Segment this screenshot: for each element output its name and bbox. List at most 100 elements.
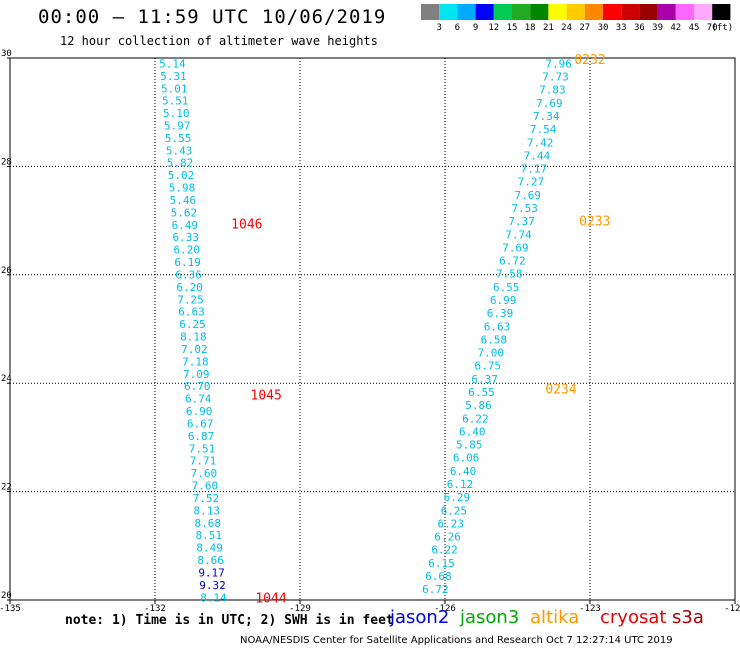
swh-value: 6.39 <box>487 307 514 320</box>
color-scale-label: 9 <box>472 23 479 33</box>
swh-value: 6.29 <box>444 491 471 504</box>
color-swatch <box>548 4 567 20</box>
legend-s3a: s3a <box>672 607 704 628</box>
color-swatch <box>584 4 603 20</box>
swh-value: 5.62 <box>171 206 198 219</box>
legend-jason3: jason3 <box>460 607 520 628</box>
swh-value: 7.00 <box>478 347 505 360</box>
swh-value: 7.18 <box>182 355 209 368</box>
swh-value: 7.69 <box>515 189 542 202</box>
legend-jason2: jason2 <box>390 607 450 628</box>
color-scale-label: 39 <box>652 23 664 33</box>
swh-value: 6.58 <box>481 333 508 346</box>
y-tick-label: 24 <box>1 374 12 384</box>
color-scale-label: 18 <box>524 23 536 33</box>
color-scale-label: 24 <box>561 23 573 33</box>
swh-value: 5.86 <box>465 399 492 412</box>
color-scale-bar <box>421 4 731 20</box>
swh-value: 6.74 <box>185 393 212 406</box>
credit-line: NOAA/NESDIS Center for Satellite Applica… <box>240 635 673 646</box>
y-tick-label: 26 <box>1 266 12 276</box>
swh-value: 7.83 <box>539 84 566 97</box>
y-tick-label: 22 <box>1 483 12 493</box>
color-swatch <box>421 4 440 20</box>
swh-value: 6.33 <box>173 231 200 244</box>
swh-value: 6.36 <box>175 268 202 281</box>
swh-value: 7.54 <box>530 123 557 136</box>
swh-value: 8.13 <box>194 504 221 517</box>
color-scale-label: 45 <box>688 23 700 33</box>
swh-value: 9.17 <box>198 566 225 579</box>
color-swatch <box>457 4 476 20</box>
color-scale-label: 70 <box>706 23 718 33</box>
swh-value: 7.60 <box>191 467 218 480</box>
swh-value: 7.09 <box>183 368 210 381</box>
map-title: 00:00 – 11:59 UTC 10/06/2019 <box>38 6 387 28</box>
swh-value: 6.75 <box>474 360 501 373</box>
time-label: 1045 <box>251 389 282 404</box>
swh-value: 8.51 <box>195 529 222 542</box>
swh-value: 6.67 <box>187 417 214 430</box>
swh-value: 5.97 <box>164 119 191 132</box>
color-swatch <box>657 4 676 20</box>
swh-value: 8.68 <box>195 517 222 530</box>
swh-value: 8.14 <box>200 591 227 604</box>
time-label: 1044 <box>255 591 286 606</box>
swh-value: 6.37 <box>471 373 498 386</box>
swh-value: 6.72 <box>499 255 526 268</box>
swh-value: 5.46 <box>170 194 197 207</box>
color-swatch <box>530 4 549 20</box>
swh-value: 5.82 <box>167 157 194 170</box>
color-swatch <box>566 4 585 20</box>
swh-value: 9.32 <box>199 579 226 592</box>
color-scale-label: 6 <box>454 23 461 33</box>
color-scale-label: 27 <box>579 23 591 33</box>
swh-value: 6.63 <box>484 320 511 333</box>
swh-value: 6.99 <box>490 294 517 307</box>
color-swatch <box>475 4 494 20</box>
color-swatch <box>675 4 694 20</box>
legend-cryosat: cryosat <box>600 607 667 628</box>
swh-value: 5.98 <box>169 182 196 195</box>
color-scale-label: 21 <box>542 23 554 33</box>
swh-value: 5.43 <box>166 144 193 157</box>
x-tick-label: -120 <box>724 604 740 612</box>
y-tick-label: 30 <box>1 49 12 59</box>
swh-value: 7.74 <box>505 228 532 241</box>
color-swatch <box>639 4 658 20</box>
swh-value: 6.63 <box>178 306 205 319</box>
time-label: 0232 <box>574 53 605 68</box>
color-scale-label: 12 <box>488 23 500 33</box>
color-scale-label: 15 <box>506 23 518 33</box>
color-swatch <box>712 4 731 20</box>
swh-value: 7.34 <box>533 110 560 123</box>
x-tick-label: -129 <box>289 604 311 612</box>
color-swatch <box>603 4 622 20</box>
swh-value: 7.53 <box>511 202 538 215</box>
swh-value: 5.14 <box>159 57 186 70</box>
swh-value: 6.40 <box>459 425 486 438</box>
x-tick-label: -135 <box>0 604 21 612</box>
wave-height-map: -135 -132 -129 -126 -123 -120 20 22 24 26 28 30 5.14… <box>0 49 740 612</box>
swh-value: 6.19 <box>174 256 201 269</box>
swh-value: 8.18 <box>180 331 207 344</box>
color-swatch <box>621 4 640 20</box>
swh-value: 7.37 <box>508 215 535 228</box>
swh-value: 7.96 <box>545 57 572 70</box>
color-scale-label: (ft) <box>711 23 734 33</box>
swh-value: 6.49 <box>172 219 199 232</box>
color-swatch <box>439 4 458 20</box>
x-tick-label: -132 <box>144 604 166 612</box>
swh-value: 6.23 <box>437 517 464 530</box>
swh-value: 7.58 <box>496 268 523 281</box>
swh-value: 5.51 <box>162 95 189 108</box>
color-scale-label: 3 <box>436 23 442 33</box>
swh-value: 8.49 <box>196 542 223 555</box>
swh-value: 6.20 <box>176 281 203 294</box>
swh-value: 5.10 <box>163 107 190 120</box>
swh-value: 5.55 <box>165 132 192 145</box>
swh-value: 6.25 <box>441 504 468 517</box>
footer-note: note: 1) Time is in UTC; 2) SWH is in fe… <box>65 613 394 628</box>
color-scale-label: 36 <box>633 23 645 33</box>
swh-value: 6.72 <box>422 583 449 596</box>
